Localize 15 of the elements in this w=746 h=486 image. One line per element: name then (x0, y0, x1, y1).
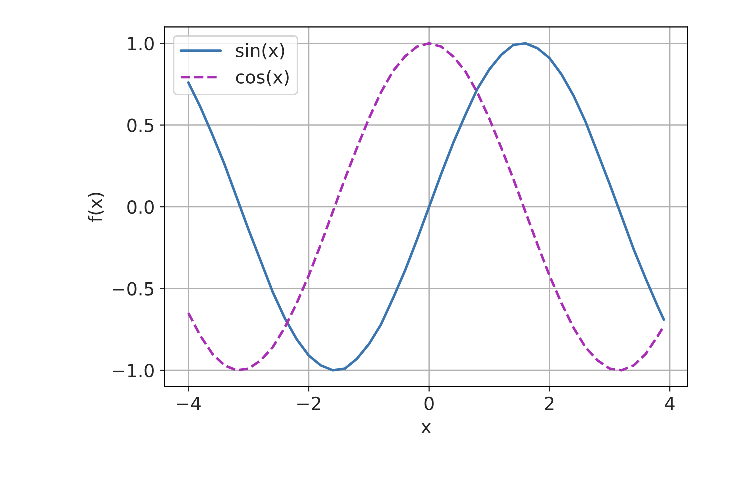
y-tick-label: 0.5 (128, 118, 154, 132)
x-tick-label: 0 (424, 396, 434, 411)
line-series (187, 42, 666, 372)
y-tick-label: −0.5 (113, 282, 154, 296)
x-tick-label: 2 (545, 396, 554, 410)
legend-label: cos(x) (236, 70, 289, 86)
x-tick-label: −4 (177, 397, 201, 410)
y-axis-title: f(x) (88, 193, 104, 222)
x-tick-label: −2 (298, 396, 320, 410)
y-tick-label: 1.0 (128, 37, 154, 51)
y-tick-label: −1.0 (113, 364, 154, 378)
y-tick-label: 0.0 (128, 200, 154, 214)
legend-label: sin(x) (236, 43, 284, 60)
x-tick-label: 4 (665, 397, 675, 410)
x-axis-title: x (422, 423, 432, 434)
